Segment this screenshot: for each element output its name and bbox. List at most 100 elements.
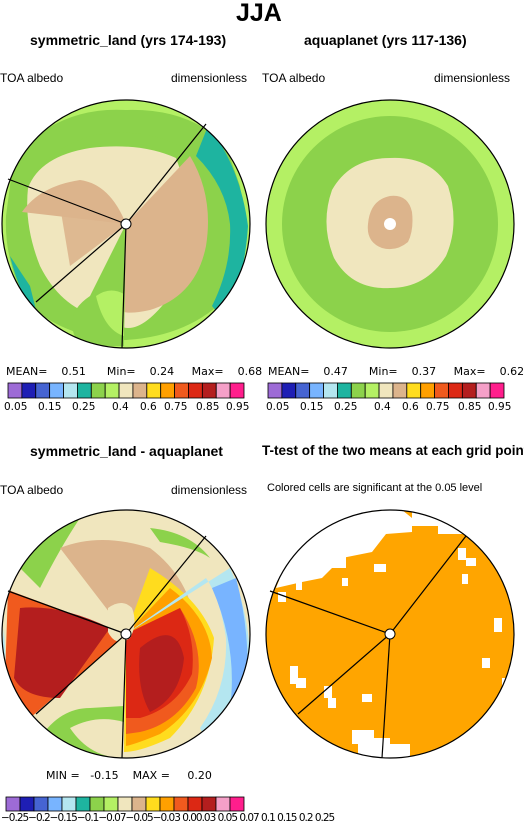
max-label: Max= [191, 365, 224, 378]
colorbar-tick: 0.05 [4, 401, 28, 413]
colorbar-swatch [475, 382, 491, 399]
colorbar-tick: 0.75 [164, 401, 188, 413]
polar-map-symmetric-land [1, 99, 251, 349]
mean-label: MEAN= [6, 365, 48, 378]
panel-title-aquaplanet: aquaplanet (yrs 117-136) [304, 32, 467, 48]
mean-value: 0.51 [61, 365, 86, 378]
min-value: -0.15 [90, 769, 119, 782]
colorbar-swatch [132, 382, 148, 399]
polar-map-ttest [265, 509, 515, 759]
colorbar-swatch [174, 382, 189, 399]
max-value: 0.62 [499, 365, 524, 378]
colorbar-swatch [392, 382, 408, 399]
colorbar-swatch [323, 382, 338, 399]
panel-title-difference: symmetric_land - aquaplanet [30, 443, 223, 459]
colorbar-swatch [188, 382, 203, 399]
colorbar-swatch [350, 382, 366, 399]
colorbar-swatch [159, 796, 175, 812]
colorbar-swatch [103, 796, 119, 812]
max-label: Max= [453, 365, 486, 378]
min-label: MIN = [46, 769, 80, 782]
colorbar-tick: 0.95 [226, 401, 250, 413]
colorbar-swatch [61, 796, 77, 812]
variable-label-symmetric-land: TOA albedo [0, 71, 64, 85]
max-value: 0.20 [187, 769, 212, 782]
colorbar-tick: 0.6 [402, 401, 419, 413]
colorbar-swatch [187, 796, 203, 812]
colorbar-swatch [21, 382, 37, 399]
colorbar-tick: 0.4 [112, 401, 129, 413]
colorbar-swatch [19, 796, 35, 812]
colorbar-swatch [434, 382, 449, 399]
colorbar-tick: 0.15 [300, 401, 324, 413]
polar-map-aquaplanet [265, 99, 515, 349]
colorbar-swatch [131, 796, 147, 812]
colorbar-swatch [146, 382, 162, 399]
colorbar-difference [5, 796, 245, 812]
min-label: Min= [106, 365, 136, 378]
variable-label-difference: TOA albedo [0, 483, 64, 497]
colorbar-swatch [364, 382, 380, 399]
colorbar-swatch [75, 796, 91, 812]
colorbar-tick: 0.75 [426, 401, 450, 413]
stats-symmetric-land: MEAN= 0.51 Min= 0.24 Max= 0.68 [6, 365, 262, 378]
colorbar-tick: 0.4 [374, 401, 391, 413]
mean-value: 0.47 [323, 365, 348, 378]
colorbar-ticks-aquaplanet: 0.05 0.15 0.25 0.4 0.6 0.75 0.85 0.95 [262, 401, 524, 415]
colorbar-swatch [267, 382, 283, 399]
colorbar-swatch [309, 382, 324, 399]
colorbar-swatch [104, 382, 120, 399]
colorbar-swatch [145, 796, 161, 812]
units-label-aquaplanet: dimensionless [434, 71, 511, 85]
colorbar-swatch [33, 796, 49, 812]
colorbar-swatch [35, 382, 51, 399]
colorbar-aquaplanet [267, 382, 505, 399]
colorbar-swatch [489, 382, 505, 399]
colorbar-tick: 0.85 [458, 401, 482, 413]
min-value: 0.24 [149, 365, 175, 378]
max-label: MAX = [132, 769, 170, 782]
panel-title-symmetric-land: symmetric_land (yrs 174-193) [30, 32, 227, 48]
colorbar-swatch [63, 382, 78, 399]
colorbar-swatch [201, 796, 217, 812]
colorbar-tick: 0.05 [266, 401, 290, 413]
colorbar-swatch [201, 382, 217, 399]
colorbar-swatch [215, 796, 231, 812]
stats-aquaplanet: MEAN= 0.47 Min= 0.37 Max= 0.62 [268, 365, 524, 378]
colorbar-swatch [448, 382, 463, 399]
colorbar-ticks-difference: −0.25−0.2−0.15−0.1−0.07−0.05−0.03 0.00.0… [1, 812, 335, 824]
colorbar-swatch [406, 382, 422, 399]
colorbar-swatch [5, 796, 21, 812]
colorbar-swatch [89, 796, 105, 812]
colorbar-swatch [160, 382, 175, 399]
colorbar-symmetric-land [7, 382, 245, 399]
colorbar-swatch [378, 382, 394, 399]
colorbar-swatch [229, 796, 245, 812]
figure-title: JJA [236, 0, 282, 27]
max-value: 0.68 [237, 365, 263, 378]
stats-difference: MIN = -0.15 MAX = 0.20 [46, 769, 212, 782]
colorbar-swatch [90, 382, 106, 399]
colorbar-swatch [461, 382, 477, 399]
min-label: Min= [368, 365, 398, 378]
colorbar-tick: 0.15 [38, 401, 62, 413]
colorbar-tick: 0.25 [72, 401, 96, 413]
colorbar-swatch [47, 796, 63, 812]
colorbar-swatch [337, 382, 352, 399]
mean-label: MEAN= [268, 365, 310, 378]
colorbar-swatch [77, 382, 92, 399]
ttest-subtitle: Colored cells are significant at the 0.0… [267, 482, 483, 494]
colorbar-tick: 0.25 [334, 401, 358, 413]
colorbar-swatch [295, 382, 311, 399]
variable-label-aquaplanet: TOA albedo [262, 71, 326, 85]
colorbar-swatch [420, 382, 435, 399]
colorbar-swatch [7, 382, 23, 399]
colorbar-swatch [281, 382, 297, 399]
units-label-difference: dimensionless [171, 483, 248, 497]
colorbar-tick: 0.85 [196, 401, 220, 413]
colorbar-swatch [215, 382, 231, 399]
colorbar-swatch [49, 382, 64, 399]
units-label-symmetric-land: dimensionless [171, 71, 248, 85]
polar-map-difference [1, 509, 251, 759]
min-value: 0.37 [411, 365, 437, 378]
